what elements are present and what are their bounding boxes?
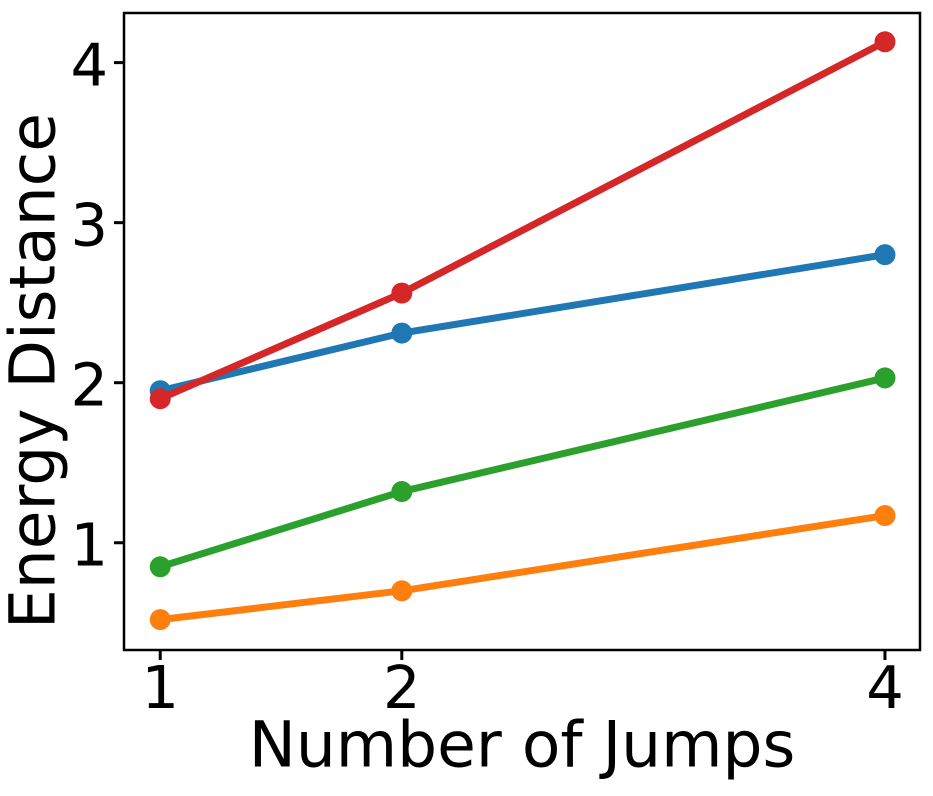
orange-series-marker xyxy=(149,609,171,631)
green-series-marker xyxy=(391,481,413,503)
x-tick-label: 1 xyxy=(141,653,180,722)
y-axis-label: Energy Distance xyxy=(0,112,70,630)
red-series-line xyxy=(158,38,887,402)
y-tick-label: 3 xyxy=(70,190,108,260)
blue-series-marker xyxy=(874,244,896,266)
green-series-marker xyxy=(149,556,171,578)
blue-series-line xyxy=(159,251,886,395)
blue-series-marker xyxy=(391,322,413,344)
red-series-marker xyxy=(391,282,413,304)
red-series-marker xyxy=(149,388,171,410)
green-series-line xyxy=(159,374,886,571)
orange-series-marker xyxy=(391,580,413,602)
plot-frame xyxy=(122,11,922,652)
y-tick-label: 1 xyxy=(70,510,108,580)
red-series-marker xyxy=(874,31,896,53)
orange-series-marker xyxy=(874,505,896,527)
x-tick-label: 4 xyxy=(866,653,904,722)
x-axis-label: Number of Jumps xyxy=(248,708,796,782)
y-tick-label: 4 xyxy=(70,30,108,100)
green-series-marker xyxy=(874,367,896,389)
y-tick-label: 2 xyxy=(70,350,108,420)
x-tick-label: 2 xyxy=(383,653,421,722)
